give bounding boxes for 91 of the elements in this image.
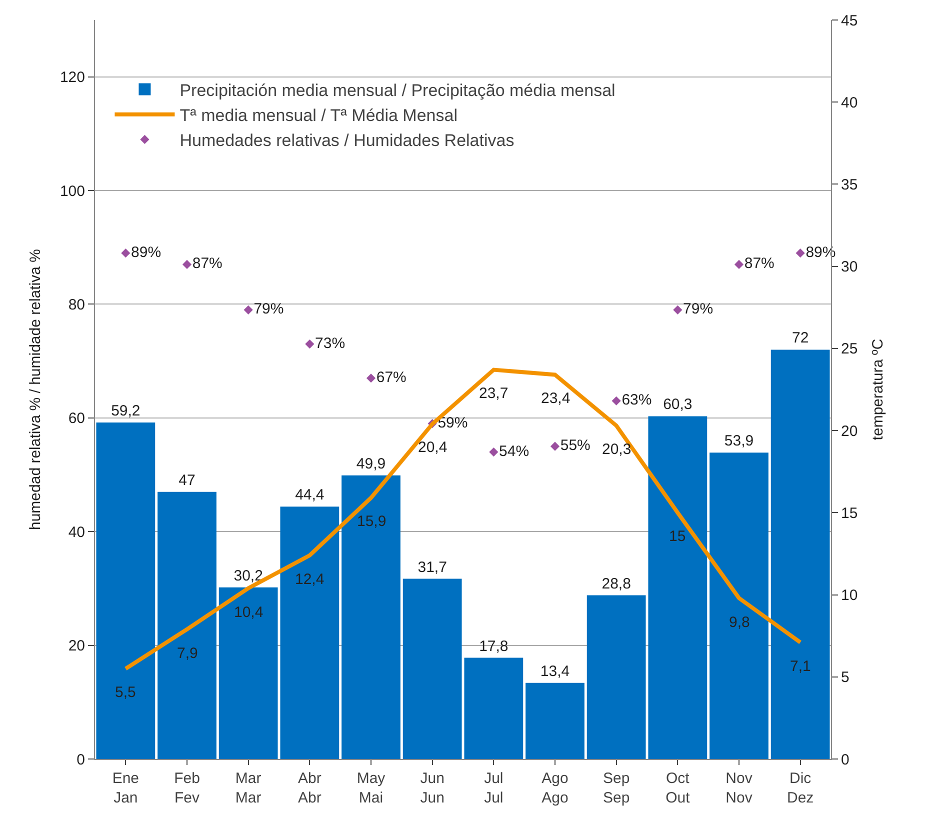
- data-label: 54%: [499, 442, 530, 460]
- x-tick-label: Abr Abr: [298, 770, 322, 806]
- data-label: 7,1: [790, 658, 811, 675]
- data-label: 15,9: [357, 513, 386, 530]
- x-tick-label: Jul Jul: [484, 770, 504, 806]
- data-label: 55%: [560, 437, 590, 454]
- point: [366, 374, 376, 383]
- legend-label: Precipitación media mensual / Precipitação média mensal: [180, 80, 616, 100]
- x-tick-label: Sep Sep: [602, 770, 630, 806]
- y2-tick-label: 5: [841, 669, 850, 686]
- y2-tick-label: 10: [841, 587, 858, 604]
- data-label: 89%: [131, 244, 162, 261]
- y2-tick-label: 40: [841, 94, 858, 112]
- point: [244, 305, 253, 314]
- bar: [464, 658, 524, 759]
- y2-tick-label: 30: [841, 258, 858, 276]
- data-label: 63%: [622, 392, 652, 409]
- data-label: 60,3: [663, 396, 692, 414]
- data-label: 13,4: [540, 662, 570, 680]
- point: [612, 396, 621, 406]
- bar: [710, 452, 768, 759]
- data-label: 53,9: [724, 432, 754, 450]
- bar: [402, 578, 462, 759]
- point: [673, 305, 682, 314]
- bar: [586, 595, 646, 759]
- data-label: 73%: [315, 334, 346, 352]
- data-label: 72: [792, 330, 809, 347]
- data-label: 79%: [254, 300, 284, 318]
- y2-tick-label: 35: [841, 176, 858, 194]
- y2-tick-label: 45: [841, 12, 858, 30]
- data-label: 47: [178, 472, 196, 489]
- point: [796, 248, 805, 258]
- bar: [280, 506, 340, 759]
- x-tick-label: Mar Mar: [235, 770, 262, 806]
- y-tick-label: 80: [68, 296, 85, 314]
- data-label: 23,7: [479, 385, 508, 402]
- point: [182, 260, 192, 269]
- y-tick-label: 0: [76, 751, 85, 768]
- data-label: 5,5: [115, 684, 136, 701]
- data-label: 7,9: [177, 645, 198, 662]
- data-label: 67%: [376, 368, 406, 386]
- y2-tick-label: 0: [841, 751, 850, 768]
- y2-tick-label: 25: [841, 340, 858, 358]
- x-tick-label: May Mai: [356, 770, 386, 806]
- bar: [770, 350, 830, 759]
- point: [489, 447, 498, 457]
- bar: [648, 416, 708, 759]
- y-tick-label: 60: [68, 410, 85, 428]
- y2-tick-label: 15: [841, 504, 858, 522]
- legend-label: Tª media mensual / Tª Média Mensal: [180, 106, 458, 126]
- data-label: 20,3: [602, 441, 632, 458]
- data-label: 28,8: [602, 575, 631, 592]
- y2-axis-title: temperatura ºC: [870, 338, 887, 440]
- x-tick-label: Nov Nov: [726, 770, 753, 806]
- x-tick-label: Ago Ago: [542, 770, 568, 806]
- data-label: 9,8: [729, 614, 750, 631]
- y-tick-label: 20: [68, 638, 85, 655]
- data-label: 49,9: [356, 455, 386, 472]
- point: [734, 260, 744, 269]
- y-tick-label: 100: [60, 182, 85, 200]
- y-tick-label: 120: [60, 69, 85, 86]
- x-tick-label: Dic Dez: [786, 770, 814, 806]
- bar: [218, 587, 278, 759]
- legend-label: Humedades relativas / Humidades Relativas: [180, 131, 514, 150]
- bar: [526, 682, 584, 759]
- data-label: 44,4: [295, 486, 324, 504]
- data-label: 31,7: [418, 558, 447, 576]
- data-label: 12,4: [295, 571, 324, 588]
- x-tick-label: Ene Jan: [112, 770, 140, 806]
- data-label: 30,2: [234, 567, 263, 584]
- data-label: 10,4: [234, 604, 264, 621]
- data-label: 87%: [744, 255, 774, 272]
- point: [121, 248, 130, 258]
- x-tick-label: Oct Out: [666, 770, 691, 806]
- x-tick-label: Feb Fev: [174, 770, 200, 806]
- x-tick-label: Jun Jun: [420, 770, 444, 806]
- data-label: 23,4: [541, 390, 570, 407]
- data-label: 87%: [192, 255, 222, 272]
- data-label: 17,8: [479, 638, 508, 655]
- data-label: 79%: [683, 300, 714, 318]
- bar: [158, 492, 216, 759]
- data-label: 15: [669, 528, 686, 545]
- y2-tick-label: 20: [841, 422, 858, 440]
- data-label: 59,2: [111, 402, 140, 420]
- data-label: 20,4: [418, 439, 448, 456]
- point: [550, 442, 560, 451]
- point: [305, 339, 314, 349]
- bar: [96, 422, 156, 759]
- y-axis-title: humedad relativa % / humidade relativa %: [27, 249, 44, 530]
- bar: [342, 475, 400, 759]
- y-tick-label: 40: [68, 524, 85, 541]
